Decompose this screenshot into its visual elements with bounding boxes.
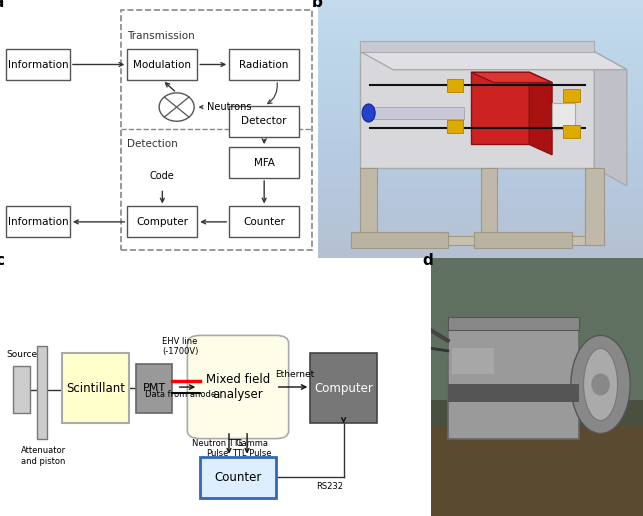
Ellipse shape: [571, 335, 630, 433]
Bar: [13, 366, 30, 413]
Text: Transmission: Transmission: [127, 31, 195, 41]
Text: Gamma
TTL Pulse: Gamma TTL Pulse: [232, 439, 272, 458]
Text: Ethernet: Ethernet: [275, 370, 314, 379]
Bar: [127, 49, 197, 80]
Bar: [474, 232, 572, 248]
Text: Radiation: Radiation: [239, 59, 289, 70]
Text: b: b: [312, 0, 323, 10]
Text: Scintillant: Scintillant: [66, 382, 125, 395]
Bar: [6, 206, 70, 237]
Text: RS232: RS232: [316, 482, 343, 491]
Polygon shape: [361, 52, 594, 168]
Text: Computer: Computer: [136, 217, 188, 227]
Ellipse shape: [584, 348, 617, 421]
Text: Code: Code: [150, 171, 175, 181]
Circle shape: [592, 374, 609, 395]
Text: Neutron TTL
Pulse: Neutron TTL Pulse: [192, 439, 243, 458]
Text: Data from anode: Data from anode: [145, 390, 215, 398]
Text: Detector: Detector: [241, 116, 287, 126]
Bar: [121, 10, 312, 250]
Text: Neutrons: Neutrons: [207, 102, 251, 112]
Polygon shape: [471, 72, 552, 83]
Text: Computer: Computer: [314, 382, 373, 395]
Text: Detection: Detection: [127, 139, 178, 149]
Text: Counter: Counter: [243, 217, 285, 227]
Bar: [448, 384, 579, 402]
FancyBboxPatch shape: [187, 335, 289, 439]
Polygon shape: [594, 52, 627, 186]
Polygon shape: [361, 52, 627, 70]
Bar: [552, 103, 575, 129]
Bar: [446, 78, 463, 92]
Bar: [563, 125, 580, 138]
Bar: [452, 348, 494, 374]
Polygon shape: [529, 72, 552, 155]
Text: MFA: MFA: [254, 157, 275, 168]
Text: PMT: PMT: [143, 383, 166, 393]
Bar: [446, 120, 463, 133]
Bar: [229, 106, 299, 137]
Text: EHV line
(-1700V): EHV line (-1700V): [162, 336, 198, 356]
Bar: [361, 168, 377, 245]
Bar: [136, 364, 172, 413]
Text: c: c: [0, 253, 5, 268]
Text: Attenuator
and piston: Attenuator and piston: [21, 446, 66, 466]
Text: Mixed field
analyser: Mixed field analyser: [206, 373, 270, 401]
Text: Source: Source: [6, 350, 37, 359]
Bar: [351, 232, 448, 248]
Bar: [229, 147, 299, 178]
Bar: [361, 41, 594, 52]
Bar: [6, 49, 70, 80]
Bar: [351, 236, 604, 245]
Text: d: d: [422, 253, 433, 268]
Ellipse shape: [362, 104, 375, 122]
Text: Information: Information: [8, 217, 69, 227]
Text: Counter: Counter: [214, 471, 262, 484]
Bar: [229, 206, 299, 237]
Bar: [310, 353, 377, 423]
Bar: [431, 426, 643, 516]
Bar: [481, 168, 497, 245]
Text: a: a: [0, 0, 4, 10]
Bar: [431, 258, 643, 400]
Bar: [563, 89, 580, 102]
Bar: [584, 168, 604, 245]
Bar: [127, 206, 197, 237]
Bar: [448, 330, 579, 439]
Bar: [62, 353, 129, 423]
Text: Modulation: Modulation: [133, 59, 192, 70]
Bar: [448, 317, 579, 330]
Text: Information: Information: [8, 59, 69, 70]
Polygon shape: [471, 72, 529, 144]
Bar: [37, 346, 48, 439]
Bar: [229, 49, 299, 80]
Bar: [201, 457, 276, 498]
Bar: [367, 107, 464, 119]
